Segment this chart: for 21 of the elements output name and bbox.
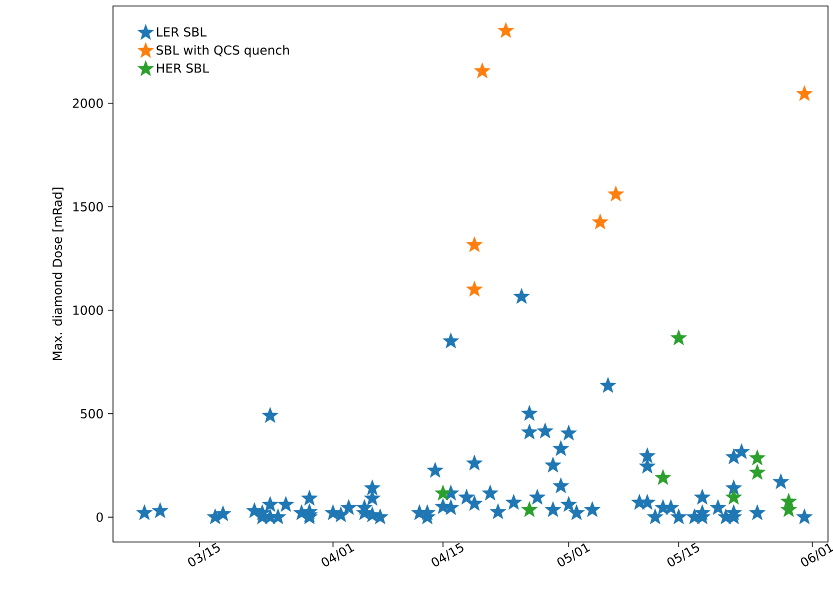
point [466, 236, 483, 252]
y-tick-label: 1500 [73, 202, 103, 212]
point [749, 450, 766, 466]
point [474, 62, 491, 78]
point [749, 464, 766, 480]
point [466, 280, 483, 297]
point [608, 186, 624, 202]
point [796, 85, 813, 101]
y-tick-label: 500 [80, 408, 103, 418]
y-axis-title: Max. diamond Dose [mRad] [52, 188, 64, 360]
legend-label: HER SBL [157, 63, 209, 73]
legend-label: LER SBL [157, 27, 207, 37]
point [498, 22, 514, 38]
point [521, 501, 538, 517]
y-tick-label: 0 [96, 512, 103, 522]
point [654, 469, 672, 485]
y-tick-label: 1000 [73, 305, 103, 315]
legend-label: SBL with QCS quench [156, 45, 289, 58]
point [670, 330, 687, 346]
point [592, 214, 608, 230]
y-tick-label: 2000 [72, 98, 103, 108]
